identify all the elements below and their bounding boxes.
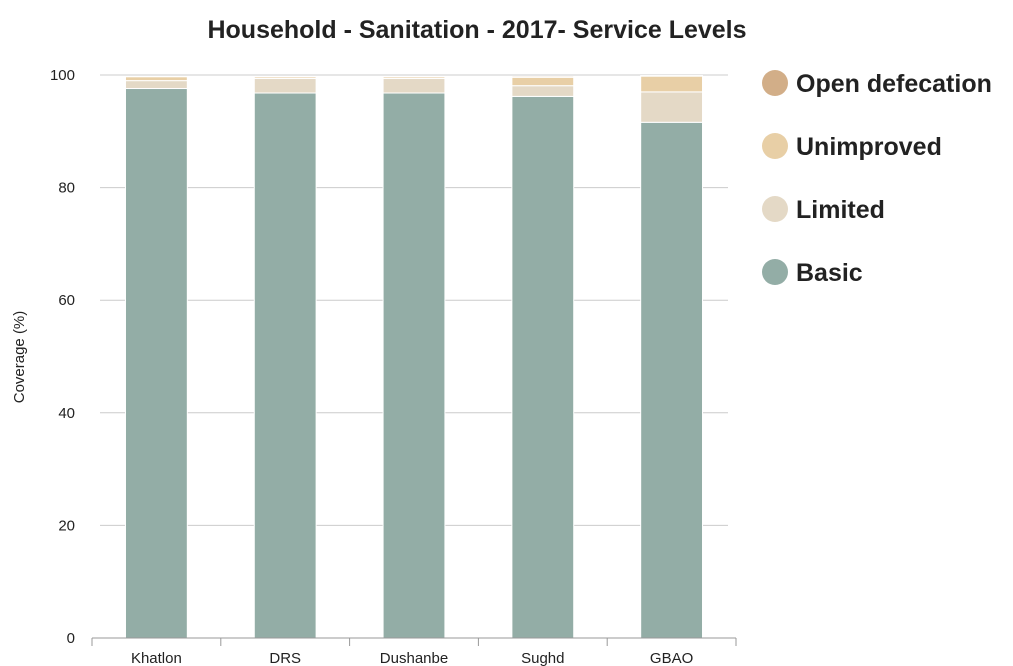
legend-marker xyxy=(762,70,788,96)
bar-segment[interactable] xyxy=(253,77,317,94)
y-tick-label: 0 xyxy=(67,630,75,647)
legend-marker xyxy=(762,196,788,222)
legend-label[interactable]: Basic xyxy=(796,259,863,287)
y-tick-label: 100 xyxy=(50,67,75,84)
legend-marker xyxy=(762,133,788,159)
bar-segment[interactable] xyxy=(640,121,704,639)
x-tick-label: Sughd xyxy=(521,650,564,666)
bar-segment[interactable] xyxy=(124,75,188,78)
y-tick-label: 80 xyxy=(58,180,75,197)
bar-segment[interactable] xyxy=(640,75,704,77)
bar-segment[interactable] xyxy=(382,92,446,639)
x-tick-label: GBAO xyxy=(650,650,693,666)
bar-segment[interactable] xyxy=(124,76,188,82)
legend-label[interactable]: Unimproved xyxy=(796,133,942,161)
bar-segment[interactable] xyxy=(511,85,575,97)
y-tick-label: 20 xyxy=(58,517,75,534)
legend-marker xyxy=(762,259,788,285)
x-tick-label: DRS xyxy=(269,650,301,666)
bar-segment[interactable] xyxy=(640,75,704,93)
x-tick-label: Khatlon xyxy=(131,650,182,666)
bar-segment[interactable] xyxy=(253,75,317,78)
bar-segment[interactable] xyxy=(124,80,188,90)
bar-segment[interactable] xyxy=(124,88,188,639)
x-axis: Khatlon DRS Dushanbe Sughd GBAO xyxy=(91,637,737,666)
x-tick-label: Dushanbe xyxy=(380,650,448,666)
bar-segment[interactable] xyxy=(511,95,575,639)
legend-label[interactable]: Limited xyxy=(796,196,885,224)
y-tick-label: 60 xyxy=(58,292,75,309)
bar-segment[interactable] xyxy=(253,92,317,639)
legend-label[interactable]: Open defecation xyxy=(796,70,992,98)
bar-segment[interactable] xyxy=(640,91,704,123)
legend: Open defecation Unimproved Limited Basic xyxy=(762,70,992,287)
y-tick-label: 40 xyxy=(58,405,75,422)
y-axis-ticks: 0 20 40 60 80 100 xyxy=(50,67,75,647)
bar-segment[interactable] xyxy=(382,77,446,94)
bars xyxy=(124,75,704,639)
bar-segment[interactable] xyxy=(382,75,446,78)
bar-segment[interactable] xyxy=(511,75,575,78)
chart-title: Household - Sanitation - 2017- Service L… xyxy=(207,16,746,44)
bar-segment[interactable] xyxy=(511,76,575,87)
y-axis-label: Coverage (%) xyxy=(11,311,28,404)
